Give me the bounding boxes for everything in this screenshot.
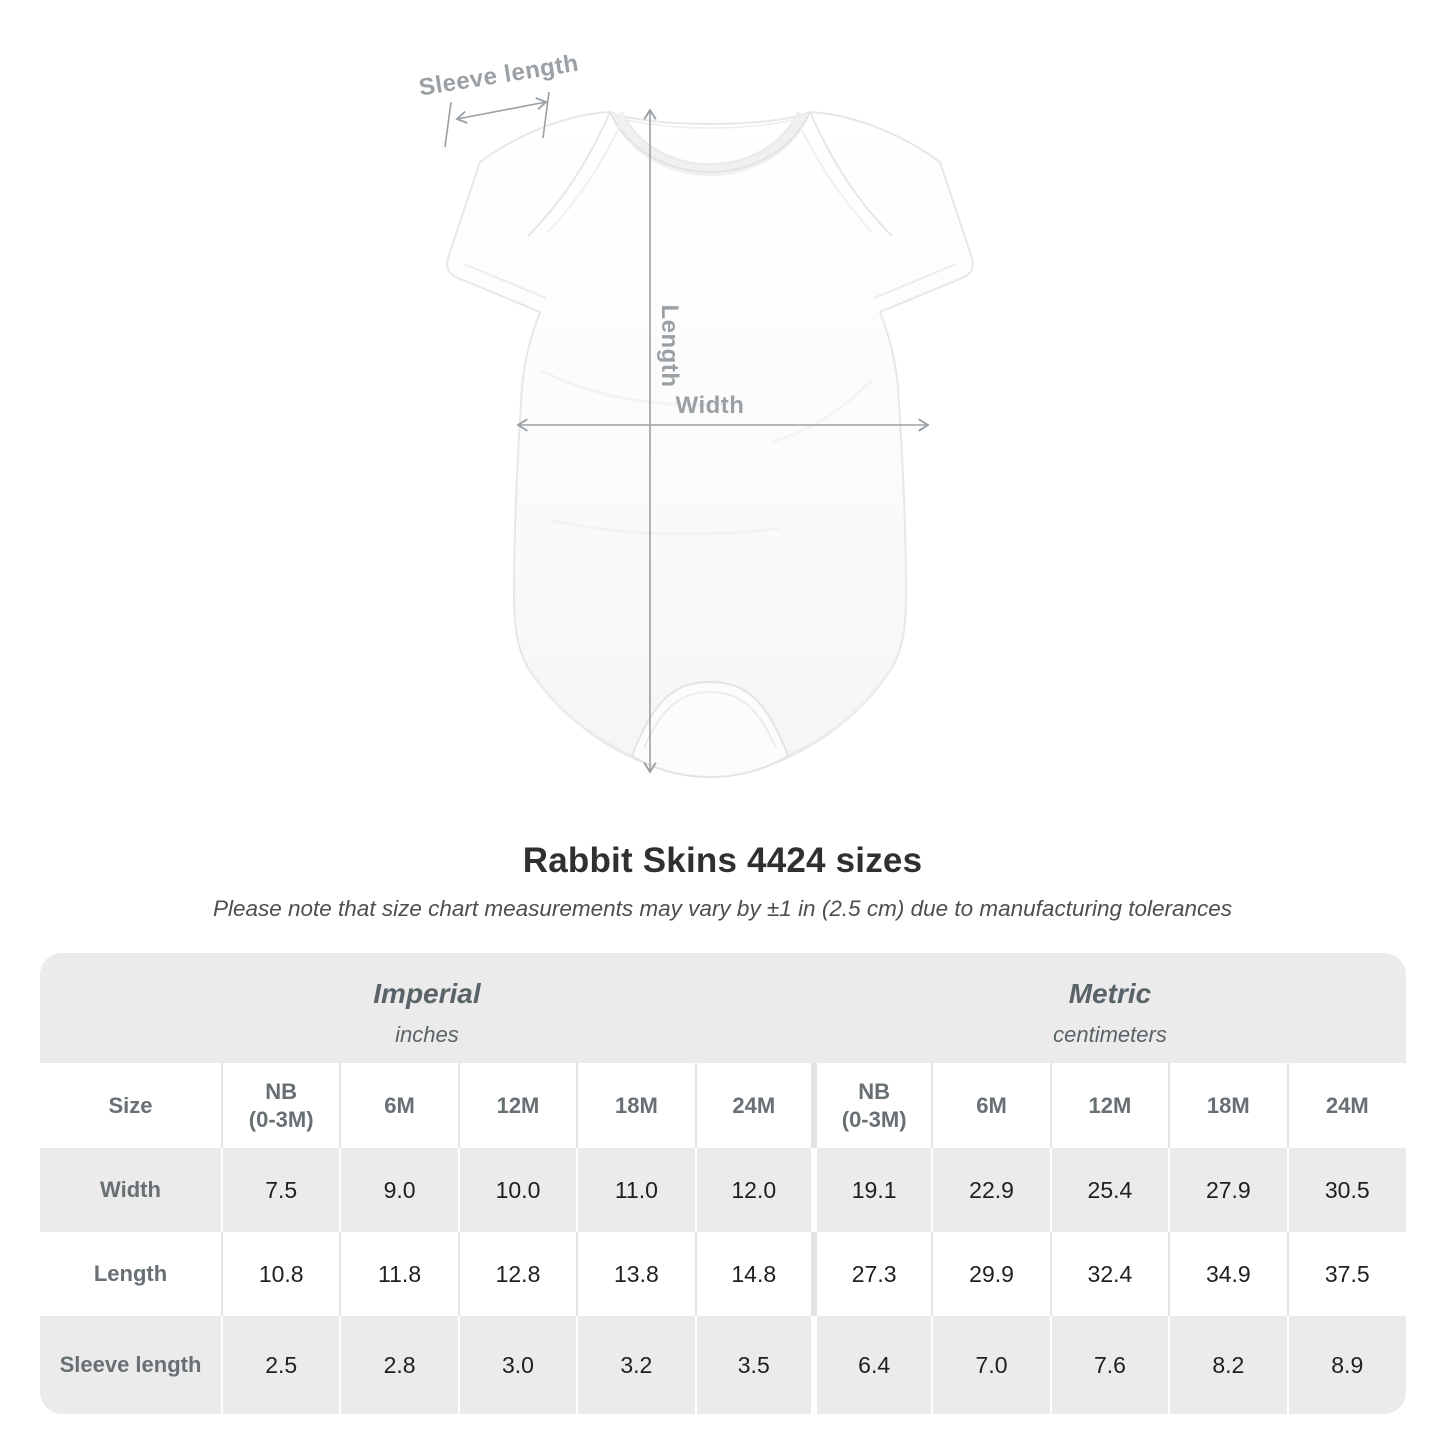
size-header-imperial-12m: 12M [457,1063,578,1148]
value-cell: 7.5 [220,1148,341,1232]
size-chart-table-container: Imperial inches Metric centimeters Size … [40,953,1406,1414]
value-cell: 7.6 [1049,1316,1170,1414]
size-header-row: Size NB (0-3M) 6M 12M 18M 24M NB (0-3M) … [40,1063,1406,1148]
value-cell: 19.1 [810,1148,933,1232]
metric-group-header: Metric centimeters [813,953,1406,1063]
size-header-imperial-nb: NB (0-3M) [220,1063,341,1148]
unit-group-header-row: Imperial inches Metric centimeters [40,953,1406,1063]
width-label: Width [676,392,745,419]
value-cell: 14.8 [694,1232,814,1316]
size-header-metric-18m: 18M [1168,1063,1288,1148]
value-cell: 37.5 [1286,1232,1406,1316]
value-cell: 34.9 [1168,1232,1288,1316]
size-column-header: Size [108,1092,153,1118]
value-cell: 3.0 [457,1316,578,1414]
size-header-imperial-18m: 18M [576,1063,696,1148]
size-header-metric-6m: 6M [931,1063,1051,1148]
imperial-group-header: Imperial inches [40,953,814,1063]
metric-group-label: Metric [1068,978,1152,1009]
value-cell: 29.9 [931,1232,1051,1316]
value-cell: 8.2 [1168,1316,1288,1414]
page-title: Rabbit Skins 4424 sizes [522,841,923,880]
value-cell: 2.5 [220,1316,341,1414]
value-cell: 11.8 [339,1232,459,1316]
value-cell: 12.8 [457,1232,578,1316]
size-chart-table: Imperial inches Metric centimeters Size … [40,953,1406,1414]
value-cell: 8.9 [1286,1316,1406,1414]
table-row-length: Length 10.8 11.8 12.8 13.8 14.8 27.3 29.… [40,1232,1406,1316]
length-label: Length [656,305,683,388]
size-header-imperial-6m: 6M [339,1063,459,1148]
value-cell: 2.8 [339,1316,459,1414]
size-header-metric-12m: 12M [1049,1063,1170,1148]
value-cell: 27.3 [810,1232,933,1316]
sleeve-extension-tick-left [444,101,452,148]
value-cell: 3.5 [694,1316,814,1414]
value-cell: 30.5 [1286,1148,1406,1232]
row-label-width: Width [100,1177,161,1202]
infant-bodysuit-diagram: Length Width Sleeve length [417,50,974,779]
size-header-imperial-24m: 24M [694,1063,814,1148]
length-annotation: Length [643,108,683,774]
row-label-sleeve-length: Sleeve length [59,1352,202,1377]
value-cell: 3.2 [576,1316,696,1414]
imperial-group-unit: inches [395,1022,459,1047]
value-cell: 12.0 [694,1148,814,1232]
value-cell: 7.0 [931,1316,1051,1414]
value-cell: 10.0 [457,1148,578,1232]
metric-group-unit: centimeters [1053,1022,1167,1047]
value-cell: 27.9 [1168,1148,1288,1232]
value-cell: 13.8 [576,1232,696,1316]
imperial-group-label: Imperial [373,978,481,1009]
width-annotation: Width [516,392,930,432]
value-cell: 22.9 [931,1148,1051,1232]
page-subtitle: Please note that size chart measurements… [212,896,1233,921]
value-cell: 32.4 [1049,1232,1170,1316]
value-cell: 9.0 [339,1148,459,1232]
value-cell: 6.4 [810,1316,933,1414]
table-row-width: Width 7.5 9.0 10.0 11.0 12.0 19.1 22.9 2… [40,1148,1406,1232]
value-cell: 11.0 [576,1148,696,1232]
value-cell: 10.8 [220,1232,341,1316]
sleeve-length-label: Sleeve length [417,50,580,102]
sleeve-length-arrow [455,97,548,124]
size-header-metric-nb: NB (0-3M) [810,1063,933,1148]
row-label-length: Length [93,1261,168,1286]
table-row-sleeve-length: Sleeve length 2.5 2.8 3.0 3.2 3.5 6.4 7.… [40,1316,1406,1414]
value-cell: 25.4 [1049,1148,1170,1232]
bodysuit-outline [446,111,974,779]
size-header-metric-24m: 24M [1286,1063,1406,1148]
